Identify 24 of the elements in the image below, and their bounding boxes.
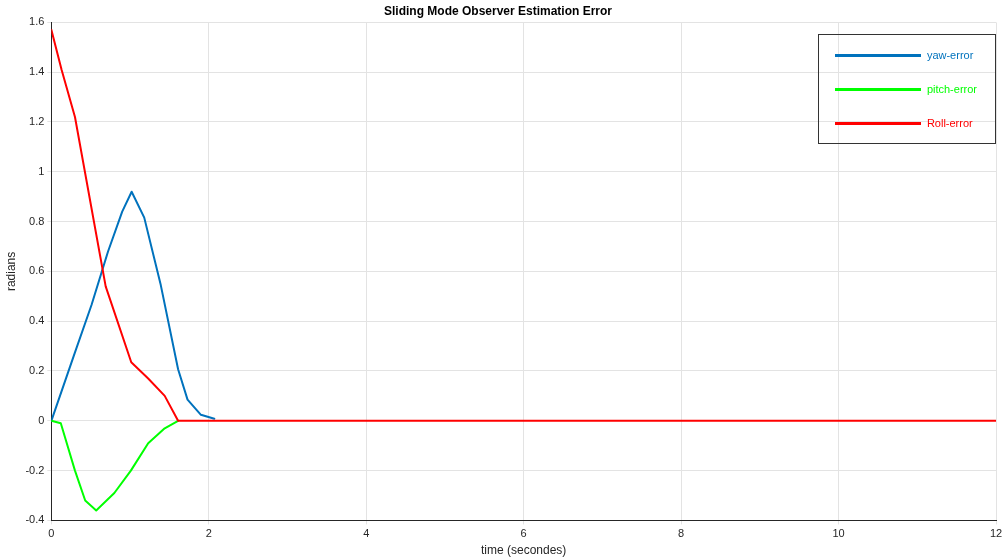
y-tick-label: 1.6 bbox=[29, 15, 45, 28]
x-axis-title: time (secondes) bbox=[480, 543, 567, 558]
x-tick-label: 8 bbox=[678, 527, 685, 540]
y-tick-label: 1.2 bbox=[29, 115, 45, 128]
y-tick-label: -0.4 bbox=[25, 513, 45, 526]
y-tick-label: 0 bbox=[38, 413, 45, 426]
y-tick-label: 0.6 bbox=[29, 264, 45, 277]
y-tick-label: 0.4 bbox=[29, 314, 45, 327]
x-tick-label: 10 bbox=[832, 527, 845, 540]
x-tick-label: 12 bbox=[989, 527, 1003, 540]
y-axis-title: radians bbox=[3, 251, 18, 292]
y-tick-label: 0.2 bbox=[29, 364, 45, 377]
chart-title: Sliding Mode Observer Estimation Error bbox=[383, 3, 613, 18]
y-tick-label: 1 bbox=[38, 164, 45, 177]
x-tick-label: 2 bbox=[205, 527, 212, 540]
y-tick-label: 1.4 bbox=[29, 65, 45, 78]
y-tick-label: -0.2 bbox=[25, 463, 45, 476]
y-tick-label: 0.8 bbox=[29, 214, 45, 227]
x-tick-label: 4 bbox=[363, 527, 370, 540]
text: pitch-error bbox=[926, 83, 977, 95]
x-tick-label: 0 bbox=[48, 527, 55, 540]
text: Roll-error bbox=[926, 117, 973, 129]
text: yaw-error bbox=[926, 49, 974, 61]
x-tick-label: 6 bbox=[520, 527, 527, 540]
